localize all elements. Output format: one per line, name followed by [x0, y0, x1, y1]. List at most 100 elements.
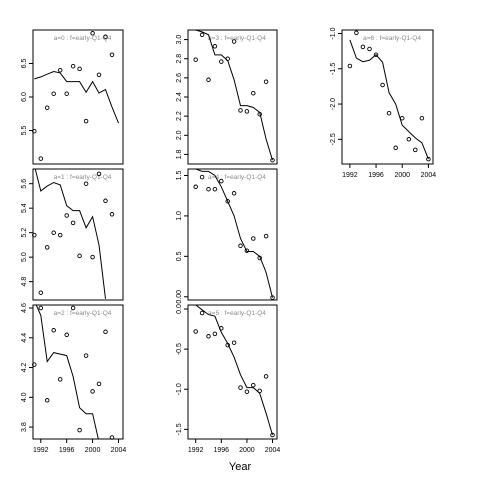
panel-frame — [187, 304, 278, 440]
data-point — [90, 254, 95, 260]
data-point — [199, 174, 205, 180]
y-tick-label: 2.4 — [176, 92, 183, 102]
x-tick-label: 1992 — [33, 447, 49, 454]
y-tick-label: -2.0 — [330, 98, 337, 110]
data-point — [83, 353, 89, 358]
y-tick-label: 4.6 — [21, 303, 28, 313]
panel-label: a=2 : f=early-Q1-Q4 — [54, 310, 112, 317]
data-point — [44, 245, 50, 250]
data-point — [270, 157, 275, 163]
y-tick-label: -2.5 — [330, 133, 337, 145]
y-tick-label: 0.5 — [176, 251, 183, 261]
data-point — [413, 147, 418, 153]
data-point — [219, 178, 224, 184]
data-point — [77, 427, 82, 433]
data-point — [257, 111, 262, 117]
data-point — [225, 342, 230, 348]
data-point — [109, 52, 115, 58]
x-tick-label: 2000 — [394, 172, 410, 179]
data-point — [367, 46, 372, 52]
x-tick-label: 1996 — [368, 172, 384, 179]
data-point — [244, 248, 250, 253]
data-point — [38, 290, 44, 295]
y-tick-label: 3.8 — [21, 422, 28, 432]
data-point — [263, 374, 269, 379]
data-point — [77, 253, 82, 259]
y-tick-label: -1.0 — [330, 27, 337, 39]
data-point — [238, 108, 243, 113]
data-point — [96, 72, 102, 78]
y-tick-label: 6.5 — [21, 59, 28, 69]
x-tick-label: 2004 — [265, 447, 281, 454]
fit-line — [349, 39, 429, 160]
y-tick-label: 0.0 — [176, 304, 183, 314]
panel-6: a=5 : f=early-Q1-Q4 -1.5 -1.0 -0.5 0.0 1992 19… — [176, 304, 280, 454]
panel-frame — [32, 168, 124, 301]
data-point — [212, 186, 218, 192]
data-point — [347, 63, 353, 69]
data-point — [225, 199, 230, 204]
data-point — [373, 52, 379, 57]
data-point — [38, 305, 44, 311]
data-point — [44, 105, 50, 110]
x-tick-label: 2004 — [421, 172, 437, 179]
y-tick-label: 4.2 — [21, 363, 28, 373]
panel-1: a=3 : f=early-Q1-Q4 1.8 2.0 2.2 2.4 2.6 2.8 3.0 — [176, 29, 278, 165]
data-point — [393, 145, 398, 151]
panel-label: a=0 : f=early-Q1-Q4 — [54, 35, 112, 42]
data-point — [96, 381, 102, 387]
panel-label: a=1 : f=early-Q1-Q4 — [54, 174, 112, 181]
y-tick-label: 5.6 — [21, 179, 28, 189]
data-point — [109, 212, 115, 217]
data-point — [380, 82, 385, 88]
data-point — [70, 305, 76, 311]
data-point — [212, 331, 218, 337]
y-tick-label: 5.4 — [21, 203, 28, 213]
data-point — [206, 186, 211, 192]
y-tick-label: 5.5 — [21, 126, 28, 136]
data-point — [231, 340, 237, 345]
data-point — [57, 232, 63, 238]
panel-label: a=6 : f=early-Q1-Q4 — [363, 35, 421, 42]
data-point — [83, 181, 89, 186]
data-point — [238, 385, 243, 390]
fit-line — [195, 30, 273, 161]
y-tick-label: -1.0 — [176, 383, 183, 395]
data-point — [238, 243, 243, 249]
panel-4: a=4 : f=early-Q1-Q4 0.00 0.5 1.0 1.5 — [176, 168, 278, 304]
data-point — [193, 329, 198, 334]
data-point — [32, 232, 37, 238]
data-point — [64, 213, 69, 218]
data-point — [193, 57, 198, 62]
data-point — [225, 56, 230, 61]
data-point — [206, 77, 211, 83]
panel-frame — [341, 29, 434, 165]
data-point — [51, 328, 56, 333]
x-tick-label: 2004 — [111, 447, 127, 454]
fit-line — [34, 169, 106, 299]
data-point — [263, 233, 269, 239]
data-point — [44, 398, 50, 403]
y-tick-label: -1.5 — [176, 423, 183, 435]
x-tick-label: 1992 — [342, 172, 358, 179]
y-tick-label: 5.2 — [21, 228, 28, 238]
y-tick-label: -1.5 — [330, 63, 337, 75]
y-tick-label: 2.8 — [176, 54, 183, 64]
panels-layer: a=0 : f=early-Q1-Q4 5.5 6.0 6.5 a=3 : f=earl… — [21, 27, 436, 454]
data-point — [270, 432, 275, 438]
data-point — [193, 184, 198, 190]
data-point — [231, 191, 237, 196]
data-point — [103, 329, 108, 335]
data-point — [212, 44, 218, 49]
data-point — [64, 332, 69, 338]
data-point — [109, 435, 115, 440]
y-tick-label: 1.5 — [176, 170, 183, 180]
data-point — [32, 128, 37, 134]
data-point — [64, 91, 69, 96]
data-point — [83, 118, 89, 124]
panel-label: a=4 : f=early-Q1-Q4 — [208, 174, 266, 181]
y-tick-label: 1.8 — [176, 149, 183, 159]
data-point — [263, 79, 269, 84]
data-point — [251, 236, 256, 241]
